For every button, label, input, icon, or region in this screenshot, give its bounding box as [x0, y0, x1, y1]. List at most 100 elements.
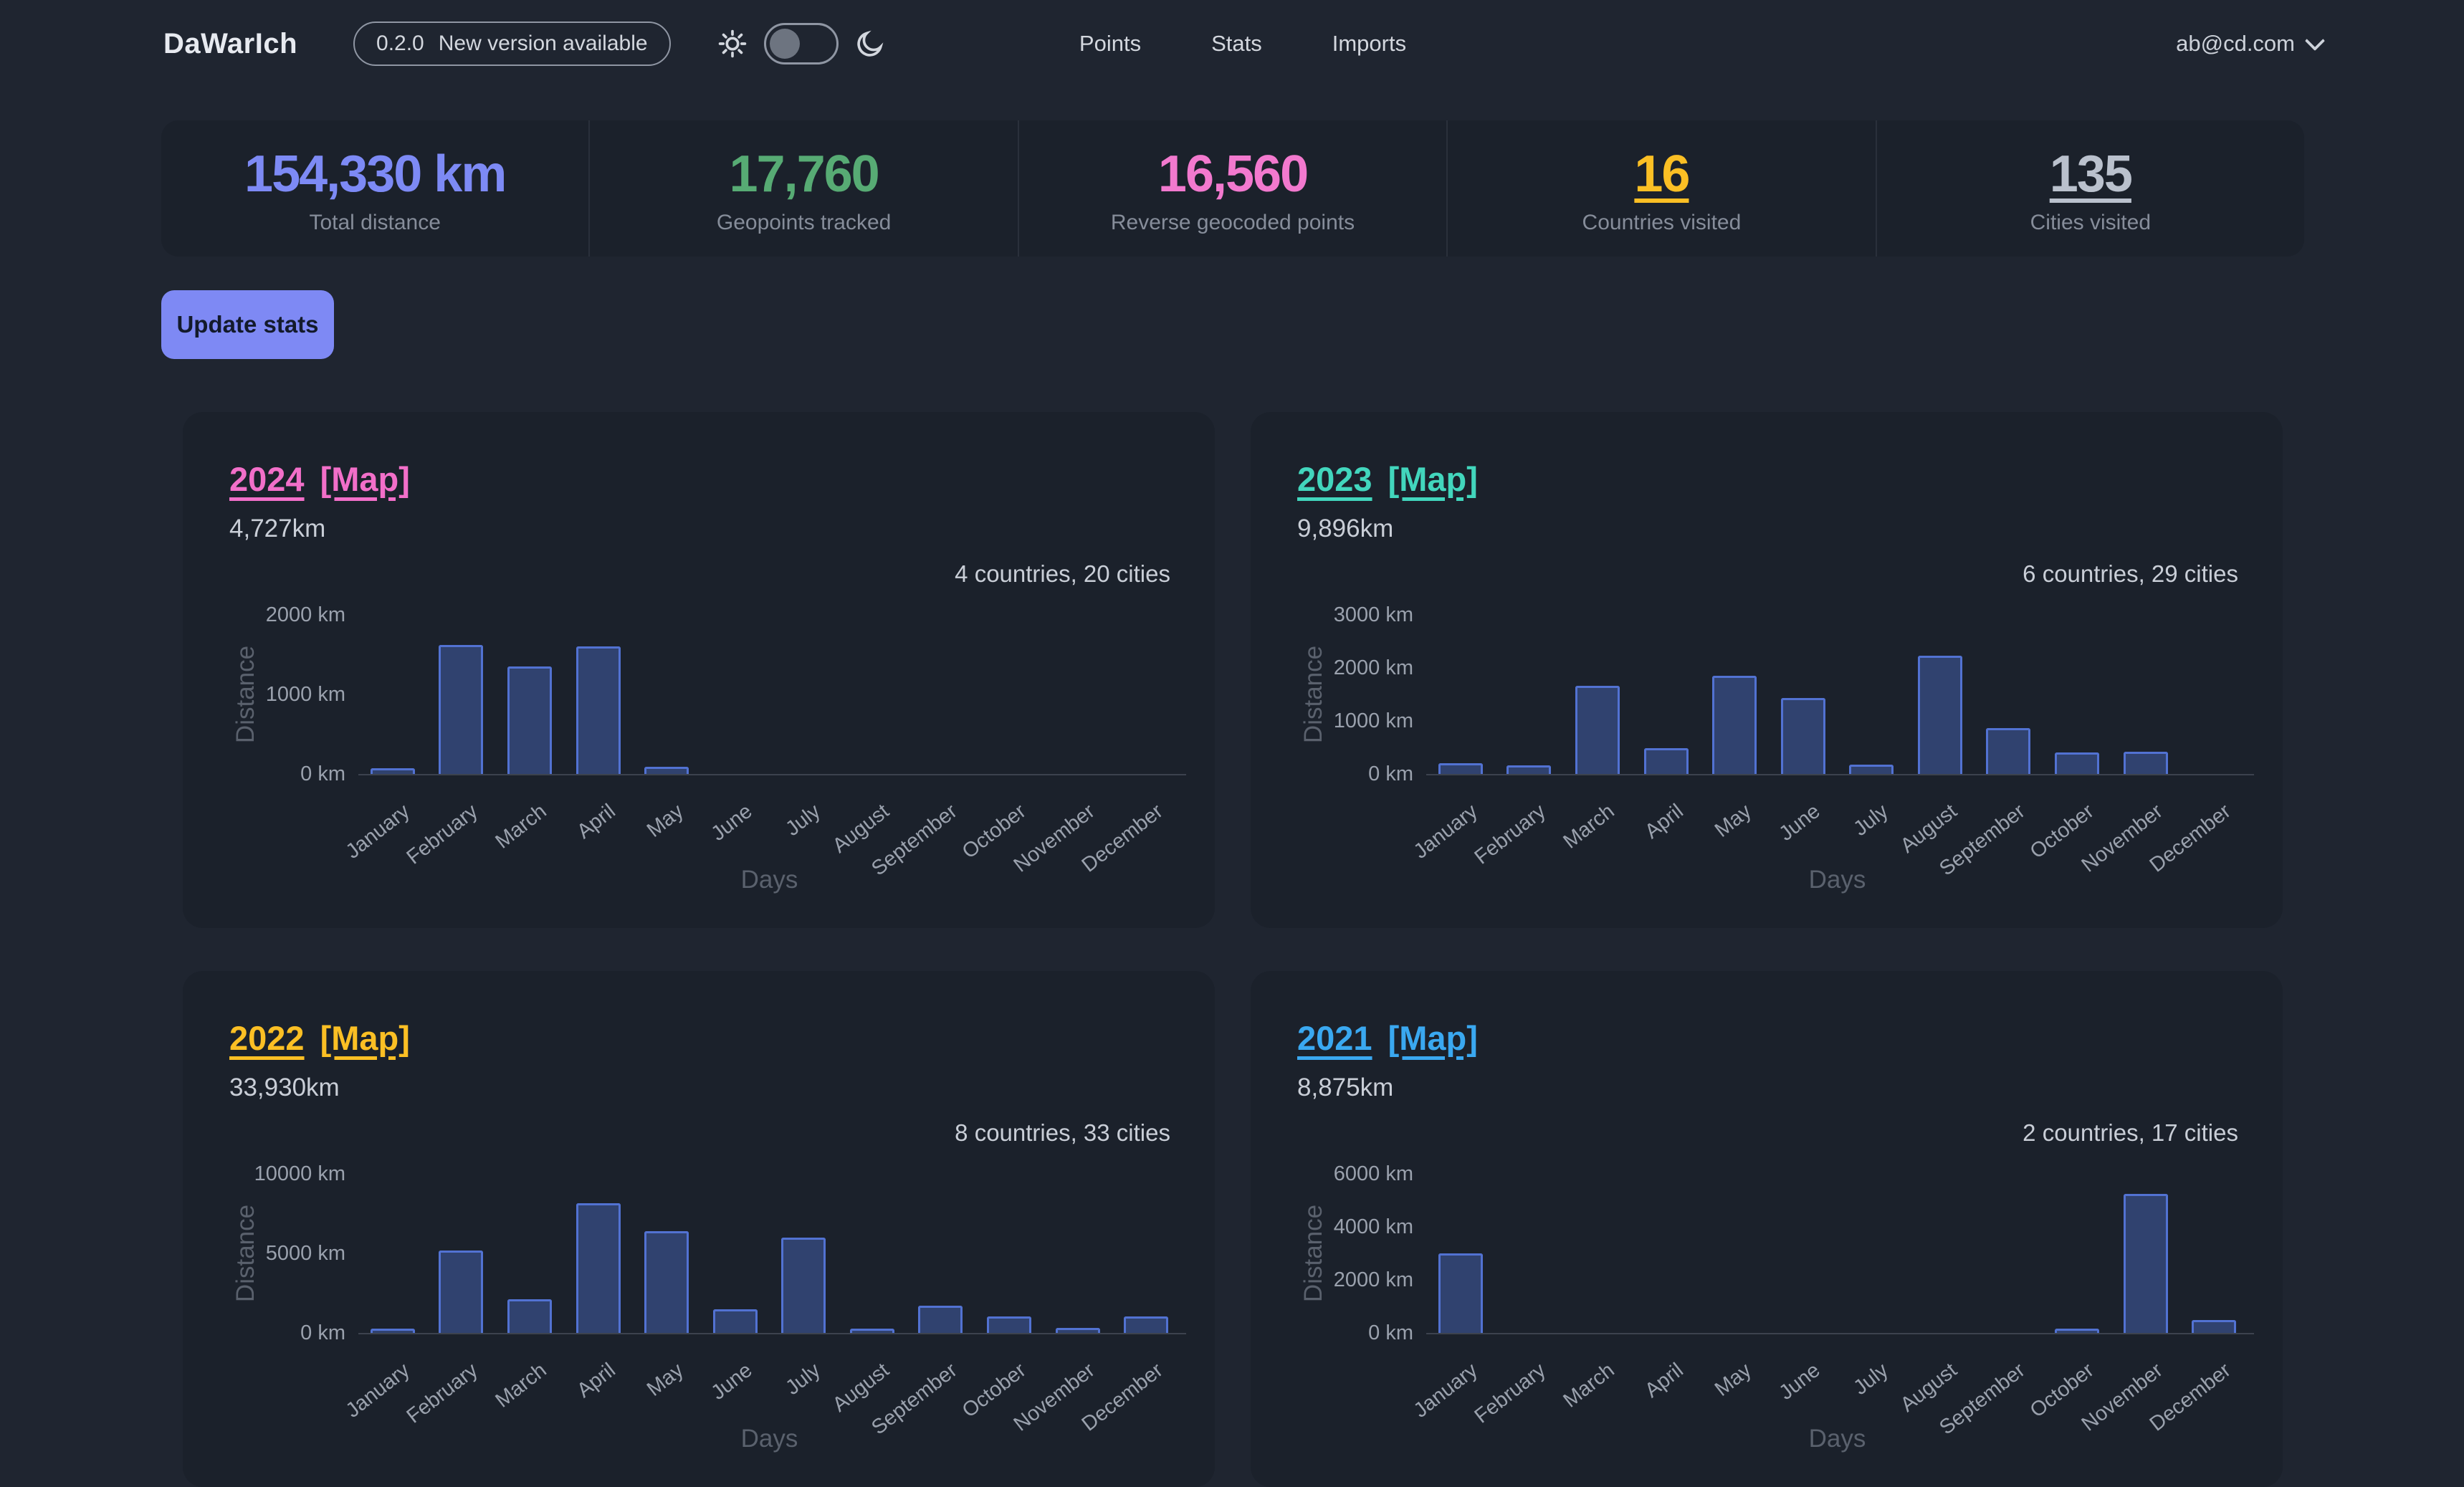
- nav-item-imports[interactable]: Imports: [1332, 31, 1407, 56]
- map-link[interactable]: [Map]: [320, 1019, 410, 1057]
- x-axis-tick-label: January: [341, 1359, 414, 1423]
- card-title: 2022 [Map]: [229, 1018, 410, 1058]
- bar-september: [918, 1306, 963, 1333]
- y-axis-tick-label: 6000 km: [1333, 1162, 1413, 1185]
- x-axis-tick-label: June: [707, 1359, 757, 1405]
- moon-icon: [856, 30, 883, 57]
- map-link[interactable]: [Map]: [320, 460, 410, 498]
- x-axis-tick-label: May: [642, 1359, 688, 1401]
- stat-label: Cities visited: [2030, 211, 2152, 234]
- y-axis-title: Distance: [231, 645, 259, 744]
- card-title: 2023 [Map]: [1297, 459, 1478, 499]
- year-distance: 8,875km: [1297, 1074, 1394, 1101]
- bar-october: [2055, 1329, 2099, 1333]
- x-axis-title: Days: [740, 1425, 798, 1453]
- x-axis-tick-label: March: [1559, 800, 1619, 854]
- stat-value: 16,560: [1157, 145, 1309, 203]
- bar-january: [1438, 1253, 1483, 1333]
- header-right: ab@cd.com: [1406, 30, 2326, 57]
- year-summary: 4 countries, 20 cities: [955, 560, 1170, 587]
- x-axis-line: [358, 1333, 1186, 1334]
- y-axis-title: Distance: [1299, 645, 1327, 744]
- y-axis-tick-label: 2000 km: [1333, 656, 1413, 679]
- header-left: DaWarIch 0.2.0 New version available: [163, 21, 1079, 66]
- x-axis-title: Days: [740, 866, 798, 894]
- year-summary: 6 countries, 29 cities: [2023, 560, 2238, 587]
- distance-chart-2024: 0 km 1000 km 2000 km January February March Ap…: [183, 412, 1215, 928]
- x-axis-tick-label: January: [1409, 1359, 1482, 1423]
- year-link[interactable]: 2024: [229, 460, 305, 498]
- stat-total-distance: 154,330 km Total distance: [161, 120, 588, 257]
- map-link[interactable]: [Map]: [1388, 1019, 1478, 1057]
- x-axis-line: [358, 774, 1186, 775]
- year-cards-grid: 2024 [Map] 4,727km 4 countries, 20 citie…: [183, 412, 2283, 1487]
- y-axis-title: Distance: [231, 1204, 259, 1303]
- card-title: 2021 [Map]: [1297, 1018, 1478, 1058]
- stat-label: Total distance: [309, 211, 441, 234]
- bar-march: [507, 1299, 552, 1333]
- app-logo: DaWarIch: [163, 27, 298, 59]
- bar-august: [850, 1329, 894, 1333]
- bar-january: [371, 768, 415, 774]
- x-axis-tick-label: July: [1849, 800, 1893, 841]
- x-axis-tick-label: February: [402, 1359, 482, 1428]
- map-link[interactable]: [Map]: [1388, 460, 1478, 498]
- cities-visited-link[interactable]: 135: [2049, 145, 2133, 203]
- y-axis-tick-label: 2000 km: [1333, 1268, 1413, 1291]
- bar-july: [781, 1238, 826, 1333]
- theme-toggle-knob: [769, 29, 800, 59]
- nav-item-points[interactable]: Points: [1079, 31, 1142, 56]
- x-axis-tick-label: June: [1775, 800, 1825, 846]
- year-link[interactable]: 2023: [1297, 460, 1372, 498]
- x-axis-tick-label: March: [491, 800, 551, 854]
- year-card-2023: 2023 [Map] 9,896km 6 countries, 29 citie…: [1251, 412, 2283, 928]
- update-stats-button[interactable]: Update stats: [161, 290, 334, 359]
- stat-value: 154,330 km: [244, 145, 507, 203]
- y-axis-tick-label: 10000 km: [254, 1162, 345, 1185]
- x-axis-tick-label: April: [573, 800, 620, 843]
- year-link[interactable]: 2022: [229, 1019, 305, 1057]
- year-link[interactable]: 2021: [1297, 1019, 1372, 1057]
- x-axis-tick-label: March: [1559, 1359, 1619, 1412]
- version-number: 0.2.0: [376, 32, 424, 55]
- version-badge[interactable]: 0.2.0 New version available: [353, 21, 671, 66]
- user-email: ab@cd.com: [2176, 31, 2295, 56]
- bar-october: [2055, 752, 2099, 774]
- x-axis-title: Days: [1808, 1425, 1866, 1453]
- year-summary: 2 countries, 17 cities: [2023, 1119, 2238, 1146]
- bar-may: [644, 1231, 689, 1333]
- sun-icon: [718, 29, 746, 58]
- theme-toggle[interactable]: [763, 23, 839, 64]
- bar-february: [1506, 765, 1551, 774]
- main-nav: Points Stats Imports: [1079, 31, 1406, 57]
- countries-visited-link[interactable]: 16: [1634, 145, 1690, 203]
- bar-january: [1438, 763, 1483, 774]
- x-axis-tick-label: April: [573, 1359, 620, 1402]
- stat-reverse-geocoded: 16,560 Reverse geocoded points: [1017, 120, 1446, 257]
- year-distance: 33,930km: [229, 1074, 340, 1101]
- bar-march: [507, 666, 552, 774]
- x-axis-tick-label: May: [1710, 1359, 1756, 1401]
- x-axis-tick-label: May: [1710, 800, 1756, 842]
- bar-may: [1712, 676, 1757, 774]
- y-axis-tick-label: 0 km: [1368, 762, 1413, 785]
- user-menu[interactable]: ab@cd.com: [2176, 30, 2326, 57]
- year-card-2021: 2021 [Map] 8,875km 2 countries, 17 citie…: [1251, 971, 2283, 1487]
- y-axis-tick-label: 0 km: [300, 1321, 345, 1344]
- bar-november: [2124, 1194, 2168, 1333]
- x-axis-tick-label: July: [781, 1359, 825, 1400]
- stat-value: 17,760: [729, 145, 880, 203]
- x-axis-tick-label: January: [1409, 800, 1482, 864]
- chevron-down-icon: [2304, 30, 2326, 52]
- x-axis-tick-label: May: [642, 800, 688, 842]
- nav-item-stats[interactable]: Stats: [1211, 31, 1262, 56]
- stat-countries-visited: 16 Countries visited: [1446, 120, 1875, 257]
- stat-label: Countries visited: [1582, 211, 1742, 234]
- distance-chart-2022: 0 km 5000 km 10000 km January February March A…: [183, 971, 1215, 1487]
- bar-december: [2192, 1320, 2236, 1333]
- x-axis-tick-label: April: [1641, 1359, 1688, 1402]
- x-axis-line: [1426, 774, 2254, 775]
- y-axis-tick-label: 0 km: [1368, 1321, 1413, 1344]
- x-axis-title: Days: [1808, 866, 1866, 894]
- y-axis-tick-label: 3000 km: [1333, 603, 1413, 626]
